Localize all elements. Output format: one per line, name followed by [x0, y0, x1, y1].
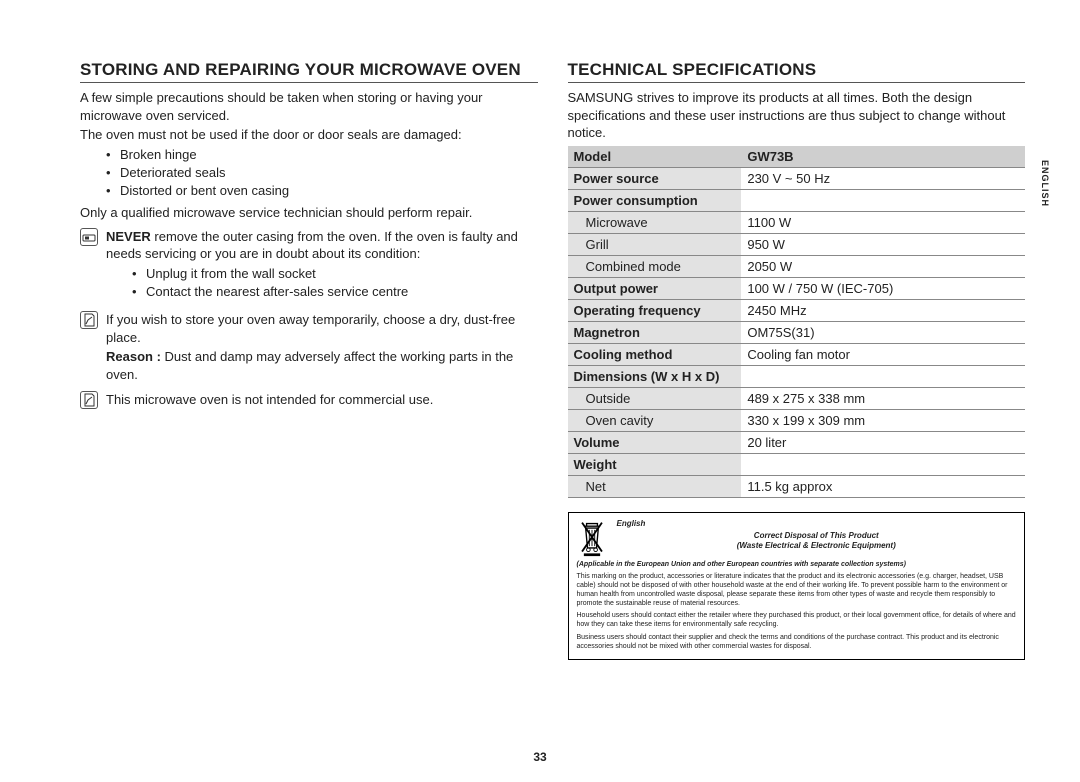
spec-label: Outside: [568, 387, 742, 409]
spec-heading: TECHNICAL SPECIFICATIONS: [568, 60, 1026, 83]
spec-value: 20 liter: [741, 431, 1025, 453]
disposal-title-2: (Waste Electrical & Electronic Equipment…: [617, 541, 1017, 551]
reason-text: Reason : Dust and damp may adversely aff…: [106, 348, 538, 383]
disposal-lang: English: [617, 519, 1017, 529]
page-number: 33: [0, 750, 1080, 764]
store-text: If you wish to store your oven away temp…: [106, 311, 538, 346]
spec-label: Power source: [568, 167, 742, 189]
spec-header-value: GW73B: [741, 146, 1025, 168]
spec-value: Cooling fan motor: [741, 343, 1025, 365]
never-note: NEVER remove the outer casing from the o…: [80, 228, 538, 305]
list-item: Unplug it from the wall socket: [146, 265, 538, 283]
spec-label: Volume: [568, 431, 742, 453]
storing-heading: STORING AND REPAIRING YOUR MICROWAVE OVE…: [80, 60, 538, 83]
repair-note: Only a qualified microwave service techn…: [80, 204, 538, 222]
storing-intro-2: The oven must not be used if the door or…: [80, 126, 538, 144]
damage-list: Broken hingeDeteriorated sealsDistorted …: [80, 146, 538, 201]
never-text: NEVER remove the outer casing from the o…: [106, 228, 538, 263]
warning-icon: [80, 228, 98, 246]
spec-label: Combined mode: [568, 255, 742, 277]
disposal-p1: This marking on the product, accessories…: [577, 573, 1017, 608]
spec-label: Dimensions (W x H x D): [568, 365, 742, 387]
table-row: Power source230 V ~ 50 Hz: [568, 167, 1026, 189]
spec-label: Power consumption: [568, 189, 742, 211]
table-row: Combined mode2050 W: [568, 255, 1026, 277]
list-item: Deteriorated seals: [120, 164, 538, 182]
commercial-text: This microwave oven is not intended for …: [106, 391, 538, 409]
spec-label: Operating frequency: [568, 299, 742, 321]
disposal-applicable: (Applicable in the European Union and ot…: [577, 561, 1017, 570]
table-row: Volume20 liter: [568, 431, 1026, 453]
commercial-note: This microwave oven is not intended for …: [80, 391, 538, 411]
spec-label: Oven cavity: [568, 409, 742, 431]
spec-value: [741, 189, 1025, 211]
store-note: If you wish to store your oven away temp…: [80, 311, 538, 385]
disposal-title-1: Correct Disposal of This Product: [617, 531, 1017, 541]
spec-value: 100 W / 750 W (IEC-705): [741, 277, 1025, 299]
table-row: Outside489 x 275 x 338 mm: [568, 387, 1026, 409]
note-icon: [80, 391, 98, 409]
spec-value: 2050 W: [741, 255, 1025, 277]
spec-value: 11.5 kg approx: [741, 475, 1025, 497]
spec-label: Grill: [568, 233, 742, 255]
spec-label: Microwave: [568, 211, 742, 233]
disposal-p2: Household users should contact either th…: [577, 612, 1017, 630]
table-row: Power consumption: [568, 189, 1026, 211]
table-row: Cooling methodCooling fan motor: [568, 343, 1026, 365]
language-tab: ENGLISH: [1040, 160, 1050, 207]
spec-value: [741, 453, 1025, 475]
table-row: Weight: [568, 453, 1026, 475]
table-row: MagnetronOM75S(31): [568, 321, 1026, 343]
spec-value: 950 W: [741, 233, 1025, 255]
table-row: Output power100 W / 750 W (IEC-705): [568, 277, 1026, 299]
spec-value: 330 x 199 x 309 mm: [741, 409, 1025, 431]
list-item: Broken hinge: [120, 146, 538, 164]
table-row: Operating frequency2450 MHz: [568, 299, 1026, 321]
right-column: TECHNICAL SPECIFICATIONS SAMSUNG strives…: [568, 60, 1026, 660]
spec-value: 230 V ~ 50 Hz: [741, 167, 1025, 189]
spec-value: 1100 W: [741, 211, 1025, 233]
spec-label: Cooling method: [568, 343, 742, 365]
weee-bin-icon: [577, 519, 607, 557]
table-row: Grill950 W: [568, 233, 1026, 255]
left-column: STORING AND REPAIRING YOUR MICROWAVE OVE…: [80, 60, 538, 660]
spec-label: Weight: [568, 453, 742, 475]
table-row: Dimensions (W x H x D): [568, 365, 1026, 387]
spec-intro: SAMSUNG strives to improve its products …: [568, 89, 1026, 142]
note-icon: [80, 311, 98, 329]
list-item: Distorted or bent oven casing: [120, 182, 538, 200]
spec-value: [741, 365, 1025, 387]
spec-label: Magnetron: [568, 321, 742, 343]
disposal-box: English Correct Disposal of This Product…: [568, 512, 1026, 661]
spec-value: 2450 MHz: [741, 299, 1025, 321]
list-item: Contact the nearest after-sales service …: [146, 283, 538, 301]
disposal-p3: Business users should contact their supp…: [577, 634, 1017, 652]
spec-header-label: Model: [568, 146, 742, 168]
manual-page: ENGLISH STORING AND REPAIRING YOUR MICRO…: [0, 0, 1080, 782]
spec-label: Net: [568, 475, 742, 497]
table-row: Oven cavity330 x 199 x 309 mm: [568, 409, 1026, 431]
storing-intro-1: A few simple precautions should be taken…: [80, 89, 538, 124]
spec-value: OM75S(31): [741, 321, 1025, 343]
table-row: Net11.5 kg approx: [568, 475, 1026, 497]
never-list: Unplug it from the wall socketContact th…: [106, 265, 538, 301]
spec-table: Model GW73B Power source230 V ~ 50 HzPow…: [568, 146, 1026, 498]
table-row: Microwave1100 W: [568, 211, 1026, 233]
spec-label: Output power: [568, 277, 742, 299]
spec-value: 489 x 275 x 338 mm: [741, 387, 1025, 409]
